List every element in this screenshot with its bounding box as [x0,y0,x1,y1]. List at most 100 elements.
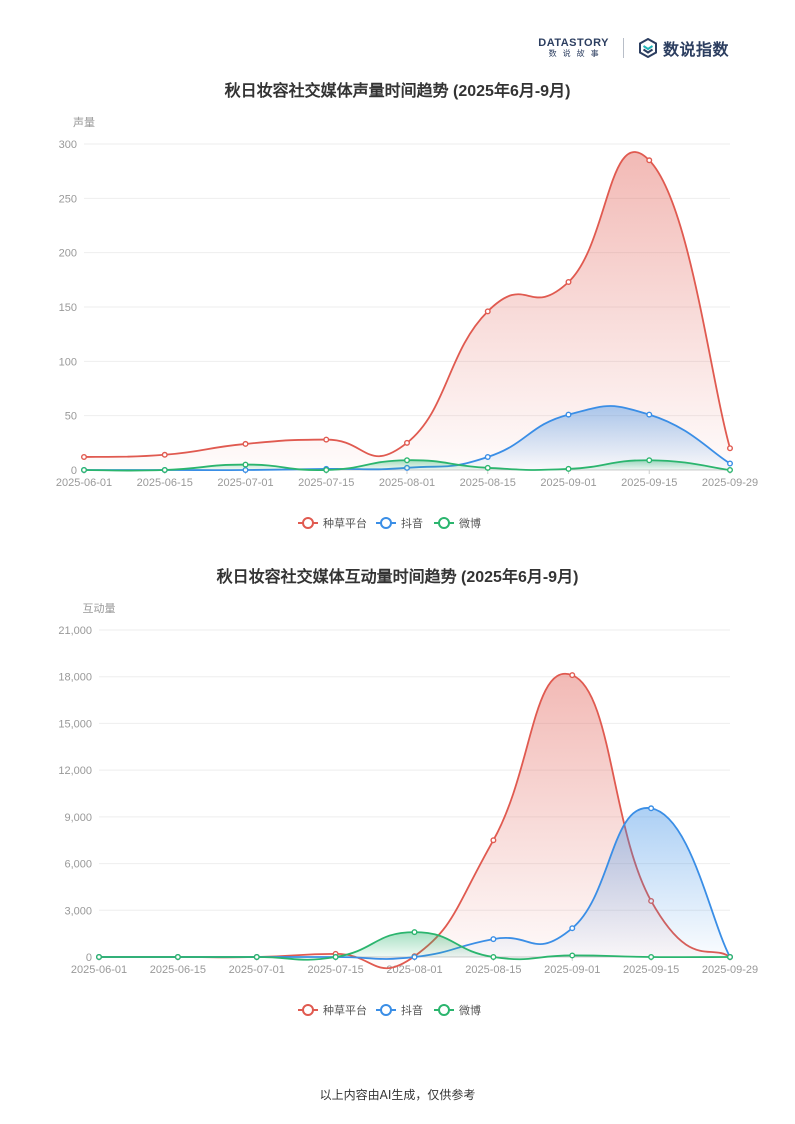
data-point [727,460,734,467]
y-tick-label: 100 [59,356,77,368]
legend-label: 抖音 [401,1003,423,1017]
y-tick-label: 150 [59,302,77,314]
x-tick-label: 2025-09-15 [621,477,677,489]
x-tick-label: 2025-06-15 [150,964,206,976]
legend-label: 抖音 [401,516,423,530]
data-point [242,461,249,468]
legend-marker [302,517,314,529]
data-point [565,279,572,286]
chart-engagement: 互动量 0 3,000 6,000 9,000 12,000 15,000 18,000 21,… [58,602,758,1017]
data-point [323,436,330,443]
series-area-1 [99,807,730,959]
x-tick-label: 2025-07-15 [307,964,363,976]
y-tick-label: 50 [65,411,77,423]
x-tick-label: 2025-08-15 [460,477,516,489]
series-area-0 [99,673,730,969]
data-point [323,467,330,474]
legend-item-1: 抖音 [376,1003,423,1017]
data-point [569,952,576,959]
chart-title-engagement: 秋日妆容社交媒体互动量时间趋势 (2025年6月-9月) [216,569,579,586]
y-tick-label: 21,000 [58,625,92,637]
data-point [411,929,418,936]
x-tick-label: 2025-07-15 [298,477,354,489]
data-point [332,954,339,961]
y-axis-label: 声量 [73,115,95,129]
x-tick-label: 2025-06-01 [71,964,127,976]
legend-label: 种草平台 [323,1003,367,1017]
series-area-2 [99,932,730,960]
x-tick-label: 2025-08-15 [465,964,521,976]
data-point [242,440,249,447]
data-point [490,936,497,943]
datastory-logo-text: DATASTORY [538,38,609,49]
x-tick-label: 2025-09-01 [540,477,596,489]
data-point [161,467,168,474]
data-point [404,457,411,464]
data-point [484,308,491,315]
data-point [404,439,411,446]
data-point [646,411,653,418]
data-point [80,467,87,474]
y-tick-label: 250 [59,193,77,205]
legend-marker [380,517,392,529]
data-point [484,464,491,471]
data-point [646,457,653,464]
data-point [490,837,497,844]
ai-disclaimer: 以上内容由AI生成，仅供参考 [319,1088,476,1102]
dsi-logo-text: 数说指数 [662,40,729,59]
data-point [253,954,260,961]
y-tick-label: 0 [71,465,77,477]
legend-label: 微博 [459,516,481,530]
data-point [727,445,734,452]
legend-marker [438,517,450,529]
y-axis-label: 互动量 [83,602,116,615]
legend-item-2: 微博 [434,516,481,530]
data-point [569,672,576,679]
legend-label: 微博 [459,1003,481,1017]
x-tick-label: 2025-09-29 [702,477,758,489]
data-point [484,453,491,460]
data-point [490,954,497,961]
data-point [646,157,653,164]
legend-item-0: 种草平台 [298,516,367,530]
y-tick-label: 9,000 [64,812,92,824]
data-point [648,954,655,961]
x-tick-label: 2025-08-01 [379,477,435,489]
data-point [727,954,734,961]
x-tick-label: 2025-07-01 [217,477,273,489]
legend-marker [380,1004,392,1016]
x-tick-label: 2025-09-15 [623,964,679,976]
data-point [174,954,181,961]
x-tick-label: 2025-07-01 [229,964,285,976]
dsi-logo-icon [638,38,657,58]
header-logos: DATASTORY 数说故事 数说指数 [538,36,729,60]
chart-title-volume: 秋日妆容社交媒体声量时间趋势 (2025年6月-9月) [224,83,571,100]
y-tick-label: 300 [59,139,77,151]
legend-item-1: 抖音 [376,516,423,530]
x-tick-label: 2025-08-01 [386,964,442,976]
x-tick-label: 2025-09-29 [702,964,758,976]
y-tick-label: 3,000 [64,905,92,917]
data-point [80,453,87,460]
data-point [565,411,572,418]
y-tick-label: 200 [59,248,77,260]
series-area-1 [84,406,730,471]
series-area-0 [84,151,730,470]
data-point [648,805,655,812]
data-point [95,954,102,961]
legend-marker [438,1004,450,1016]
legend-item-0: 种草平台 [298,1003,367,1017]
data-point [565,465,572,472]
x-tick-label: 2025-09-01 [544,964,600,976]
y-tick-label: 18,000 [58,672,92,684]
y-tick-label: 15,000 [58,718,92,730]
legend-marker [302,1004,314,1016]
legend-label: 种草平台 [323,516,367,530]
chart-volume: 声量 0 50 100 150 200 250 300 2025-06-01 2025-06-15… [56,115,758,530]
y-tick-label: 6,000 [64,859,92,871]
x-tick-label: 2025-06-01 [56,477,112,489]
logo-divider [622,38,624,58]
dsi-logo: 数说指数 [638,36,729,60]
datastory-logo-cn: 数说故事 [548,49,605,58]
legend-item-2: 微博 [434,1003,481,1017]
